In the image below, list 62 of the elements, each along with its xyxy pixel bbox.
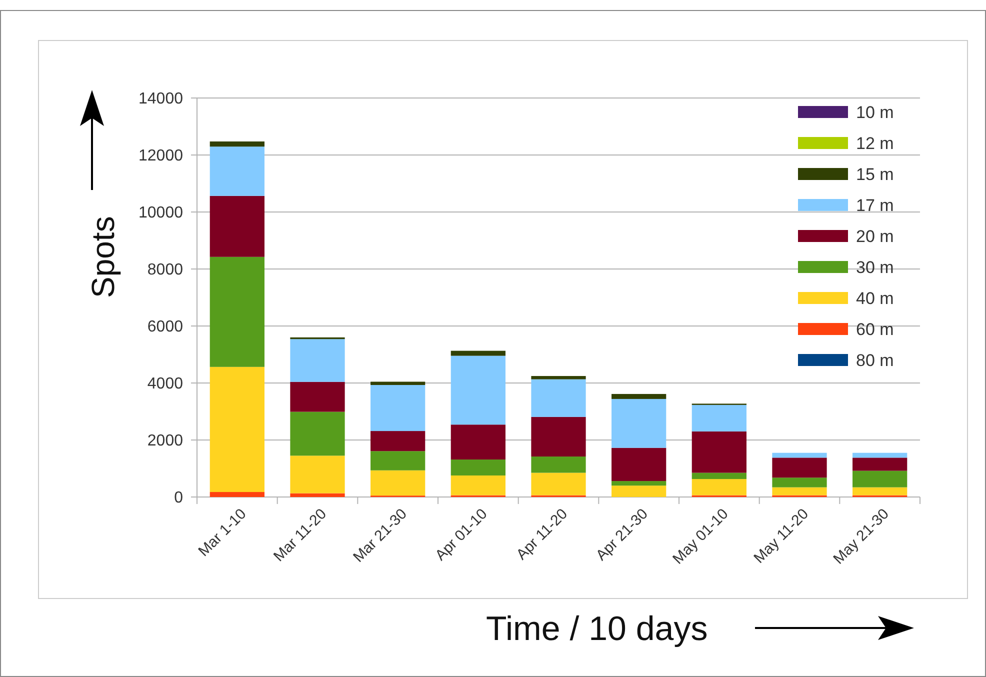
bar [450, 350, 506, 356]
y-tick-label: 4000 [147, 376, 184, 393]
bar [210, 146, 264, 196]
bar [852, 487, 908, 496]
bar [210, 196, 264, 257]
bar [531, 472, 586, 496]
legend-label: 60 m [856, 320, 894, 339]
bar [531, 379, 586, 417]
legend-label: 17 m [856, 196, 894, 215]
bar [370, 384, 426, 432]
bar [772, 458, 827, 478]
bar [612, 398, 666, 448]
y-tick-label: 10000 [138, 204, 184, 222]
y-tick-label: 14000 [138, 90, 184, 108]
bar [450, 475, 506, 496]
bar [612, 448, 666, 482]
bar [852, 458, 908, 471]
legend-label: 15 m [856, 164, 894, 184]
bar [290, 412, 345, 456]
bar [370, 382, 426, 385]
bar [290, 456, 345, 494]
bar [772, 478, 827, 488]
legend-label: 12 m [856, 134, 894, 153]
bar [692, 479, 746, 496]
bar [290, 339, 345, 382]
bar [612, 486, 666, 497]
bar [692, 404, 746, 432]
bar [290, 493, 345, 497]
y-tick-label: 8000 [147, 262, 184, 279]
bar [370, 451, 426, 470]
legend-label: 30 m [856, 258, 894, 277]
legend-label: 80 m [856, 350, 894, 370]
legend-label: 40 m [856, 288, 894, 308]
bar [450, 356, 506, 425]
bar [450, 424, 506, 460]
bar [531, 416, 586, 457]
y-tick-label: 6000 [147, 318, 184, 336]
bar [852, 470, 908, 488]
x-axis-title: Time / 10 days [486, 610, 708, 648]
bar [210, 256, 264, 367]
bar [370, 431, 426, 452]
bar [450, 460, 506, 476]
bar [612, 481, 666, 486]
bar [531, 376, 586, 380]
bar [772, 487, 827, 496]
bar [210, 492, 264, 497]
bar [772, 452, 827, 458]
y-tick-label: 0 [174, 490, 184, 507]
bar [692, 431, 746, 473]
legend-label: 20 m [856, 226, 894, 246]
bar [852, 452, 908, 458]
y-axis-title: Spots [85, 216, 122, 298]
bar [370, 470, 426, 496]
bar [692, 472, 746, 480]
bar [210, 366, 264, 492]
legend-label: 10 m [856, 102, 894, 122]
bar [210, 141, 264, 147]
bar [290, 382, 345, 412]
bar [531, 456, 586, 473]
bar [612, 394, 666, 399]
y-tick-label: 12000 [138, 148, 184, 165]
y-tick-label: 2000 [147, 432, 184, 450]
